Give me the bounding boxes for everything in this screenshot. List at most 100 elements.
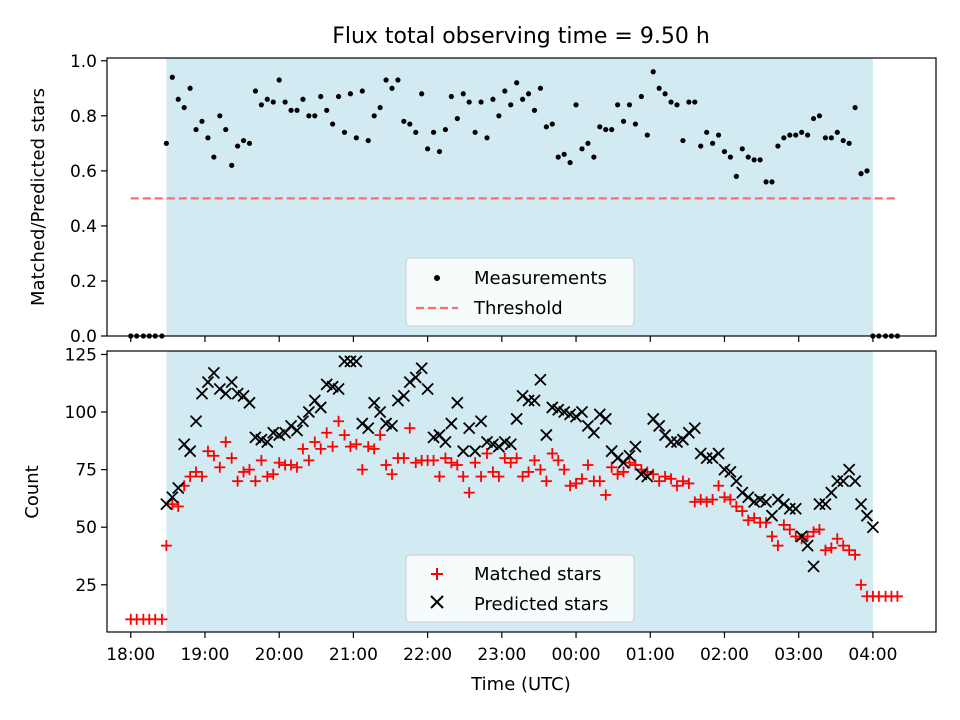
y-tick-label: 0.0: [70, 327, 97, 347]
matched-star-point: [261, 471, 273, 483]
matched-star-point: [333, 415, 345, 427]
y-tick-label: 0.4: [70, 217, 97, 237]
count-panel: 25 50 75 100 125 18:00 19:00 20:00 21:00 22:00 23…: [22, 345, 937, 695]
matched-star-point: [546, 447, 558, 459]
matched-star-point: [707, 494, 719, 506]
predicted-star-point: [516, 389, 529, 403]
measurement-point: [175, 96, 181, 102]
measurement-point: [793, 132, 799, 138]
y-tick-label: 125: [65, 345, 97, 365]
predicted-star-point: [825, 486, 838, 499]
measurement-point: [223, 126, 229, 133]
measurement-point: [739, 146, 745, 152]
measurement-point: [585, 140, 591, 146]
measurement-point: [597, 124, 603, 130]
matched-star-point: [196, 471, 208, 483]
predicted-star-point: [777, 498, 790, 511]
predicted-star-point: [385, 419, 399, 432]
y-tick-label: 25: [75, 576, 97, 596]
predicted-star-point: [837, 474, 850, 488]
measurement-point: [258, 102, 264, 108]
measurement-point: [454, 115, 460, 122]
measurement-point: [335, 93, 342, 100]
measurement-point: [680, 137, 686, 144]
matched-star-point: [386, 468, 398, 480]
matched-star-point: [855, 579, 867, 591]
measurement-point: [359, 88, 365, 94]
measurement-point: [591, 154, 597, 160]
measurement-point: [727, 154, 734, 160]
measurement-point: [419, 91, 425, 97]
count-points: [125, 355, 903, 625]
predicted-star-point: [397, 389, 411, 403]
predicted-star-point: [664, 435, 678, 449]
measurement-point: [229, 162, 235, 168]
measurement-point: [787, 132, 793, 138]
measurement-point: [525, 91, 532, 97]
measurement-point: [193, 126, 199, 133]
matched-star-point: [172, 500, 184, 512]
x-tick-label: 03:00: [774, 645, 823, 665]
matched-star-point: [243, 464, 255, 476]
matched-star-point: [784, 524, 796, 536]
measurement-point: [490, 96, 496, 102]
matched-star-point: [517, 471, 529, 483]
predicted-star-point: [213, 382, 226, 396]
measurement-point: [217, 113, 223, 119]
measurement-point: [276, 77, 282, 83]
measurement-point: [537, 85, 544, 91]
matched-star-point: [558, 464, 570, 476]
matched-star-point: [671, 480, 683, 492]
x-tick-label: 00:00: [552, 645, 601, 665]
matched-star-point: [273, 457, 285, 469]
predicted-star-point: [730, 474, 743, 488]
y-tick-label: 1.0: [70, 52, 97, 72]
measurement-point: [531, 107, 538, 113]
predicted-star-point: [569, 410, 583, 423]
matched-star-point: [695, 494, 707, 506]
ratio-axes-frame: [106, 57, 937, 337]
matched-star-point: [790, 530, 802, 542]
legend-predicted-label: Predicted stars: [474, 594, 608, 615]
ratio-y-axis-label: Matched/Predicted stars: [28, 88, 49, 306]
matched-star-point: [303, 454, 315, 466]
matched-star-point: [338, 429, 350, 441]
predicted-star-point: [296, 415, 310, 428]
predicted-star-point: [391, 394, 405, 407]
x-axis-label: Time (UTC): [470, 674, 571, 695]
measurement-point: [187, 85, 193, 91]
measurement-point: [407, 121, 413, 127]
predicted-star-point: [451, 396, 464, 409]
measurement-point: [371, 113, 377, 119]
measurement-point: [211, 154, 217, 160]
chart-title: Flux total observing time = 9.50 h: [332, 24, 710, 49]
measurement-point: [704, 129, 710, 135]
measurement-point: [805, 132, 811, 138]
measurement-point: [662, 91, 668, 97]
predicted-star-point: [403, 375, 416, 389]
measurement-point: [822, 135, 829, 141]
measurement-point: [721, 148, 728, 155]
x-tick-label: 01:00: [626, 645, 675, 665]
matched-star-point: [350, 438, 362, 450]
matched-star-point: [184, 471, 196, 483]
ratio-legend: Measurements Threshold: [405, 257, 635, 327]
predicted-star-point: [463, 422, 476, 435]
measurement-point: [757, 157, 763, 163]
measurement-point: [205, 135, 211, 141]
matched-star-point: [528, 454, 540, 466]
count-x-ticks: 18:00 19:00 20:00 21:00 22:00 23:00 00:00 01:00…: [106, 632, 897, 665]
matched-star-point: [238, 466, 250, 478]
matched-star-point: [214, 461, 226, 473]
matched-star-point: [760, 517, 772, 529]
predicted-star-point: [338, 355, 351, 368]
predicted-star-point: [629, 440, 642, 453]
matched-star-point: [505, 457, 517, 469]
measurement-point: [472, 129, 478, 135]
matched-star-point: [356, 464, 368, 476]
measurement-point: [294, 107, 300, 113]
measurement-point: [656, 85, 662, 91]
x-tick-label: 04:00: [848, 645, 897, 665]
measurement-point: [330, 121, 336, 127]
matched-star-point: [813, 524, 825, 536]
